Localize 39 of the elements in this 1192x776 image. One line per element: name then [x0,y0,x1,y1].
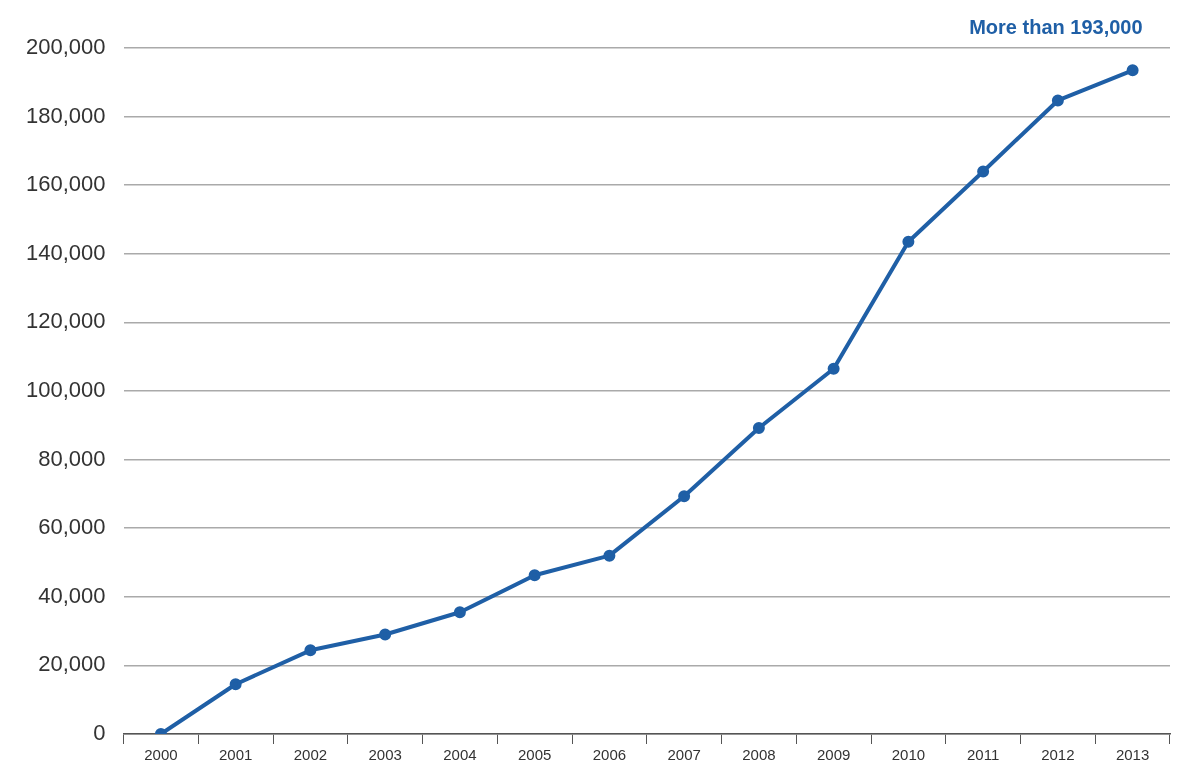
point [977,165,990,178]
y-tick-label: 0 [93,720,106,746]
x-tick-label: 2004 [443,746,477,764]
x-tick-label: 2003 [368,746,402,764]
point [528,569,541,582]
x-tick-label: 2005 [517,746,552,764]
y-tick-label: 180,000 [25,102,106,128]
point [379,628,392,641]
x-tick-label: 2010 [891,746,926,764]
point [453,606,466,619]
point [1126,64,1139,77]
x-tick-label: 2002 [293,746,328,764]
point [1051,94,1064,107]
point [827,362,840,375]
point [678,490,691,503]
y-tick-label: 200,000 [25,34,106,60]
point [229,678,242,691]
x-tick-label: 2007 [667,746,701,764]
x-tick-label: 2012 [1041,746,1075,764]
x-tick-label: 2011 [967,746,1000,764]
y-tick-label: 80,000 [38,445,106,471]
y-tick-label: 20,000 [38,651,106,677]
point [304,644,317,657]
point [752,422,765,435]
x-tick-label: 2001 [218,746,253,764]
point [603,549,616,562]
y-tick-label: 140,000 [25,239,106,265]
y-tick-label: 40,000 [38,582,106,608]
point [902,235,915,248]
x-tick-label: 2013 [1115,746,1150,764]
x-tick-label: 2008 [742,746,776,764]
x-tick-label: 2006 [592,746,627,764]
y-tick-label: 60,000 [38,514,106,540]
y-tick-label: 120,000 [25,308,106,334]
annotation: More than 193,000 [969,15,1143,38]
x-tick-label: 2000 [144,746,178,764]
y-tick-label: 100,000 [25,377,106,403]
y-tick-label: 160,000 [25,171,106,197]
x-tick-label: 2009 [816,746,851,764]
